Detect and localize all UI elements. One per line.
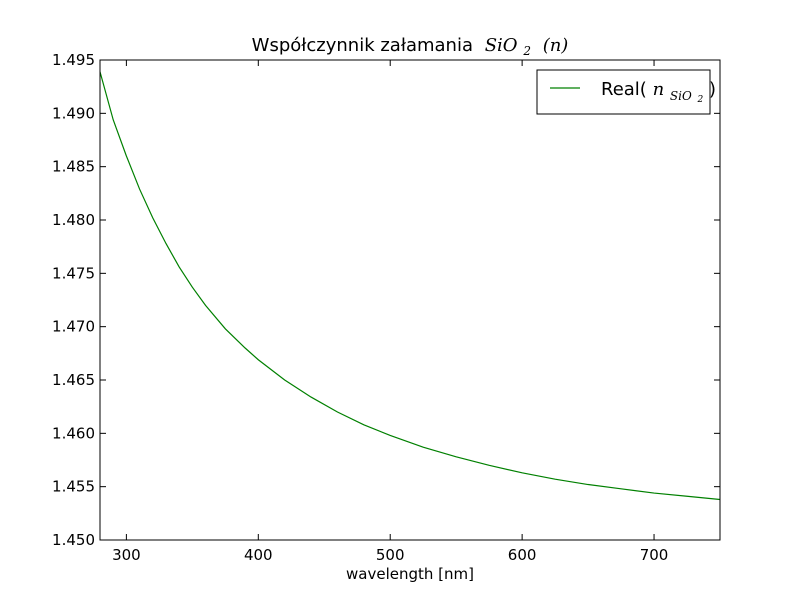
y-tick-label: 1.490 [52, 104, 95, 122]
x-tick-label: 500 [376, 546, 405, 564]
x-tick-label: 600 [508, 546, 537, 564]
chart-title-math-symbol: SiO [485, 35, 518, 56]
legend-label-math-subsubscript: 2 [697, 95, 704, 105]
legend-label-math-n: n [653, 79, 665, 100]
x-tick-label: 400 [244, 546, 273, 564]
legend-label: Real( n SiO 2 ) [601, 79, 716, 107]
x-axis-title: wavelength [nm] [346, 565, 474, 583]
x-tick-label: 700 [640, 546, 669, 564]
y-tick-label: 1.495 [52, 51, 95, 69]
legend-box [536, 69, 711, 115]
series-line-real-n-sio2 [99, 71, 721, 501]
y-tick-label: 1.470 [52, 318, 95, 336]
axis-ticks [100, 59, 720, 541]
axis-tick-labels: 300 400 500 600 700 1.450 1.455 1.460 1.465 1.470… [52, 51, 668, 564]
chart-title-prefix: Współczynnik załamania [252, 35, 473, 56]
legend: Real( n SiO 2 ) [536, 69, 716, 115]
legend-label-math-subscript: SiO [670, 89, 692, 103]
y-tick-label: 1.485 [52, 158, 95, 176]
chart-title: Współczynnik załamania SiO 2 (n) [252, 35, 569, 60]
y-tick-label: 1.465 [52, 371, 95, 389]
y-tick-label: 1.455 [52, 478, 95, 496]
y-tick-label: 1.475 [52, 264, 95, 282]
legend-label-prefix: Real( [601, 79, 647, 100]
chart-title-math-subscript: 2 [522, 44, 531, 58]
x-tick-label: 300 [112, 546, 141, 564]
legend-label-suffix: ) [709, 79, 716, 100]
y-tick-label: 1.480 [52, 211, 95, 229]
axes-frame [99, 59, 721, 541]
y-tick-label: 1.460 [52, 424, 95, 442]
y-tick-label: 1.450 [52, 531, 95, 549]
chart-title-math-suffix: (n) [543, 35, 569, 56]
